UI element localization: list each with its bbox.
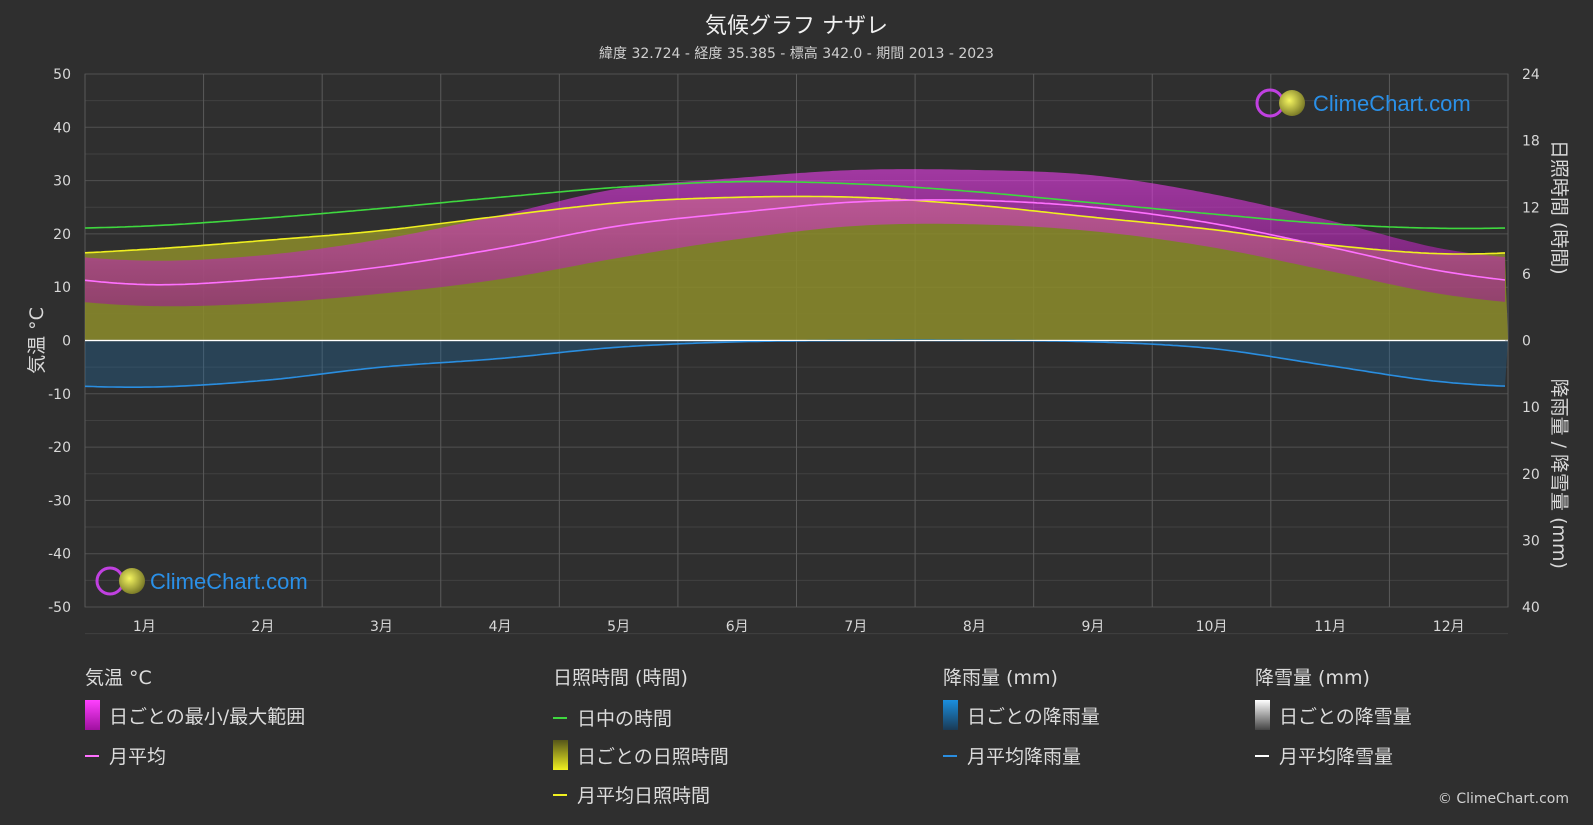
legend-sun-title: 日照時間 (時間) [553,667,688,689]
chart-title: 気候グラフ ナザレ [705,14,888,39]
y-right-bottom-axis-label: 降雨量 / 降雪量 (mm) [1548,379,1570,569]
y-left-tick-label: 0 [62,334,71,350]
watermark-logo-top: ClimeChart.com [1255,88,1471,118]
legend-sun-daily: 日ごとの日照時間 [553,740,729,770]
watermark-text: ClimeChart.com [1313,91,1471,116]
legend-temp-range: 日ごとの最小/最大範囲 [85,700,305,730]
legend-snow-daily: 日ごとの降雪量 [1255,700,1412,730]
legend-snow-avg-label: 月平均降雪量 [1279,746,1394,768]
chart-subtitle: 緯度 32.724 - 経度 35.385 - 標高 342.0 - 期間 20… [599,46,994,62]
range-swatch-icon [85,700,100,730]
y-right-hours-tick-label: 6 [1522,267,1531,283]
line-swatch-icon [1255,754,1269,757]
legend-temp-title: 気温 °C [85,667,152,689]
watermark-text: ClimeChart.com [150,569,308,594]
legend-sun-daily-label: 日ごとの日照時間 [577,745,729,768]
axes: 50 40 30 20 10 0 -10 -20 -30 -40 -50 24 18 12 6 0 10 20 30… [26,67,1570,635]
x-tick-label: 4月 [489,619,512,635]
legend-daylight-label: 日中の時間 [577,708,673,730]
y-right-precip-tick-label: 40 [1522,600,1540,616]
y-left-tick-label: -20 [48,440,71,456]
logo-sun-icon [1279,90,1305,116]
x-tick-label: 1月 [133,619,156,635]
x-tick-label: 10月 [1196,619,1228,635]
snow-swatch-icon [1255,700,1270,730]
legend-temp-avg-label: 月平均 [109,746,167,768]
plot-area [85,169,1508,388]
rain-area [85,340,1508,388]
legend-snow-daily-label: 日ごとの降雪量 [1279,705,1412,728]
legend-rain-daily: 日ごとの降雨量 [943,700,1100,730]
legend-rain-avg: 月平均降雨量 [943,742,1081,769]
logo-sun-icon [119,568,145,594]
temp-avg-line [85,199,1506,286]
x-tick-label: 8月 [963,619,986,635]
y-right-hours-tick-label: 24 [1522,67,1540,83]
line-swatch-icon [943,754,957,757]
y-right-top-axis-label: 日照時間 (時間) [1548,140,1570,275]
legend-daylight: 日中の時間 [553,704,672,731]
legend-temp-range-label: 日ごとの最小/最大範囲 [109,705,306,728]
line-swatch-icon [553,716,567,719]
legend-snow-avg: 月平均降雪量 [1255,742,1393,769]
y-right-hours-tick-label: 12 [1522,200,1540,216]
line-swatch-icon [85,754,99,757]
legend-rain-avg-label: 月平均降雨量 [967,746,1082,768]
legend-temp-avg: 月平均 [85,742,166,769]
x-tick-label: 12月 [1433,619,1465,635]
y-left-tick-label: 30 [53,174,71,190]
x-tick-label: 9月 [1081,619,1104,635]
y-left-tick-label: 20 [53,227,71,243]
y-left-tick-label: 50 [53,67,71,83]
y-left-tick-label: -10 [48,387,71,403]
x-tick-label: 2月 [251,619,274,635]
x-tick-label: 5月 [607,619,630,635]
daylight-line [85,180,1505,230]
legend-rain-title: 降雨量 (mm) [943,667,1058,689]
sunshine-avg-line [85,195,1506,255]
y-left-tick-label: 10 [53,280,71,296]
climate-chart: 50 40 30 20 10 0 -10 -20 -30 -40 -50 24 18 12 6 0 10 20 30… [26,67,1570,635]
line-swatch-icon [553,793,567,796]
legend-sun-avg-label: 月平均日照時間 [577,785,711,807]
sunshine-swatch-icon [553,740,568,770]
y-right-precip-tick-label: 10 [1522,400,1540,416]
y-right-hours-tick-label: 18 [1522,134,1540,150]
y-left-axis-label: 気温 °C [26,307,48,374]
copyright: © ClimeChart.com [1437,791,1569,807]
x-tick-label: 3月 [370,619,393,635]
y-left-tick-label: -40 [48,547,71,563]
rain-swatch-icon [943,700,958,730]
temp-range-band [85,169,1505,307]
y-right-precip-tick-label: 30 [1522,533,1540,549]
legend-sun-avg: 月平均日照時間 [553,781,710,808]
x-tick-label: 6月 [726,619,749,635]
legend-snow-title: 降雪量 (mm) [1255,667,1370,689]
x-tick-label: 7月 [844,619,867,635]
y-right-hours-tick-label: 0 [1522,334,1531,350]
y-right-precip-tick-label: 20 [1522,467,1540,483]
watermark-logo-bottom: ClimeChart.com [95,566,308,596]
legend-rain-daily-label: 日ごとの降雨量 [967,705,1100,728]
x-tick-label: 11月 [1314,619,1346,635]
y-left-tick-label: -30 [48,493,71,509]
y-left-tick-label: 40 [53,120,71,136]
y-left-tick-label: -50 [48,600,71,616]
